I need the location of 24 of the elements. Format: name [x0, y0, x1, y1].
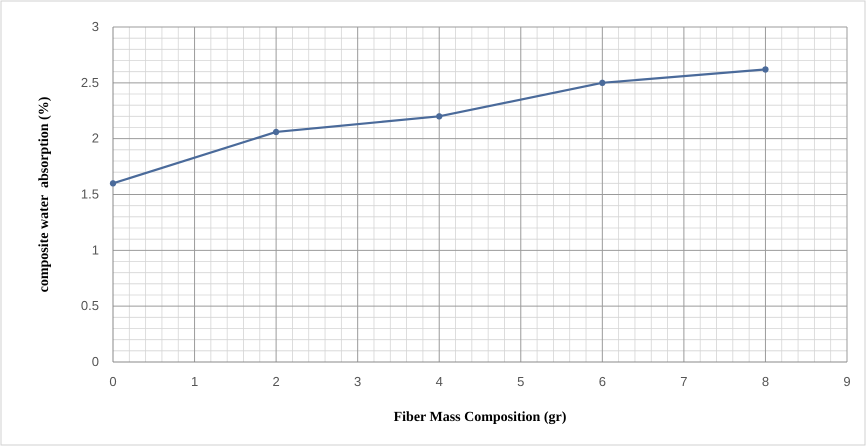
point	[762, 66, 769, 73]
x-tick-label: 8	[762, 374, 770, 389]
y-tick-label: 0	[92, 354, 99, 369]
x-tick-label: 2	[272, 374, 280, 389]
x-tick-label: 3	[354, 374, 362, 389]
x-tick-label: 5	[517, 374, 524, 389]
point	[272, 128, 280, 136]
y-tick-label: 1.5	[80, 186, 99, 202]
x-axis-title: Fiber Mass Composition (gr)	[394, 410, 567, 425]
y-axis-title: composite water absorption (%)	[37, 96, 52, 292]
y-tick-label: 1	[92, 242, 99, 258]
y-tick-label: 2	[92, 130, 99, 146]
x-tick-label: 6	[598, 374, 606, 389]
point	[436, 113, 442, 120]
x-tick-label: 4	[436, 374, 443, 389]
x-tick-label: 9	[843, 374, 851, 389]
y-tick-label: 2.5	[80, 74, 99, 90]
y-tick-label: 0.5	[80, 298, 99, 314]
y-tick-label: 3	[92, 19, 99, 34]
point	[599, 80, 606, 86]
x-tick-label: 7	[680, 374, 688, 389]
x-tick-label: 0	[109, 374, 117, 389]
x-tick-label: 1	[190, 374, 198, 389]
point	[110, 180, 116, 187]
